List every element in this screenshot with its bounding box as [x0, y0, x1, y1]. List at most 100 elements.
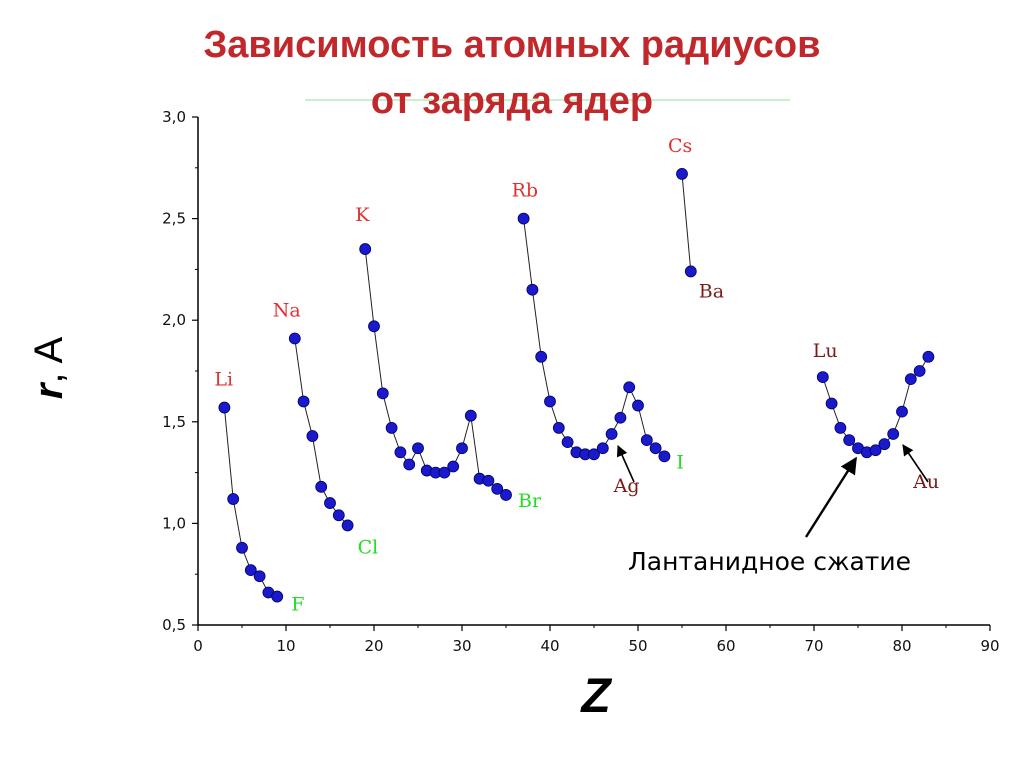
data-point [834, 421, 847, 434]
element-label-li: Li [214, 369, 233, 391]
data-point [676, 167, 688, 180]
x-tick-label: 40 [540, 637, 559, 655]
data-point [271, 590, 284, 603]
series-line [523, 218, 665, 457]
data-point [517, 212, 530, 225]
data-point [218, 401, 231, 414]
title-decoration-line [305, 99, 790, 101]
arrow-lanthanide [804, 456, 858, 538]
data-point [623, 381, 636, 394]
data-point [869, 444, 882, 457]
data-point [500, 489, 512, 501]
data-point [297, 395, 310, 408]
data-point [341, 519, 354, 532]
data-point [376, 387, 389, 400]
data-point [403, 458, 416, 471]
y-tick-label: 3,0 [162, 108, 186, 126]
data-point [588, 448, 600, 461]
data-point [464, 409, 477, 422]
y-tick-label: 2,5 [162, 210, 186, 228]
data-point [843, 434, 856, 446]
data-point [456, 442, 468, 455]
slide-title-line-2: от заряда ядер [370, 80, 654, 122]
x-tick-label: 90 [980, 637, 999, 655]
data-point [227, 493, 240, 505]
data-point [315, 480, 328, 493]
data-point [244, 564, 257, 577]
x-tick-label: 80 [892, 637, 911, 655]
element-labels: Li Na K Rb Cs F Cl Br I Ba Ag Lu Au [214, 135, 939, 616]
series-lines [223, 173, 929, 598]
data-point [825, 397, 838, 410]
element-label-k: K [355, 204, 370, 226]
data-point [922, 350, 935, 363]
data-point [306, 430, 319, 442]
data-point [544, 395, 556, 408]
data-point [561, 436, 574, 449]
data-point [359, 243, 372, 255]
y-axis-title-variable: r [27, 381, 71, 399]
y-axis-title: r, A [27, 337, 71, 400]
element-label-br: Br [518, 490, 542, 512]
data-point [913, 365, 926, 377]
axes: 0 10 20 30 40 50 60 70 80 90 0,5 1,0 1,5 2,0 2,5 3,0 Zr,… [27, 108, 1000, 723]
data-point [878, 438, 891, 451]
y-axis-title-unit: , A [27, 337, 71, 384]
x-tick-label: 0 [193, 637, 203, 655]
annotation: Лантанидное сжатие [616, 444, 929, 576]
data-point [482, 474, 495, 487]
element-label-au: Au [912, 471, 939, 493]
series-line [294, 338, 348, 526]
series-line [681, 173, 692, 272]
y-tick-label: 2,0 [162, 311, 186, 329]
y-tick-label: 1,0 [162, 514, 186, 532]
data-point [394, 446, 407, 459]
y-tick-label: 1,5 [162, 413, 186, 431]
data-point [368, 320, 380, 333]
data-point [816, 371, 829, 383]
data-points [218, 167, 935, 603]
x-axis-title: Z [579, 670, 612, 723]
arrow-ag [616, 444, 635, 483]
series-line [822, 356, 929, 453]
y-tick-label: 0,5 [162, 616, 186, 634]
data-point [491, 482, 504, 495]
data-point [632, 399, 644, 412]
element-label-f: F [291, 594, 304, 616]
x-tick-label: 20 [364, 637, 383, 655]
data-point [596, 442, 609, 455]
data-point [605, 428, 618, 440]
data-point [535, 350, 548, 363]
data-point [526, 283, 539, 296]
data-point [447, 460, 460, 473]
element-label-rb: Rb [512, 180, 538, 202]
data-point [385, 421, 398, 434]
data-point [640, 434, 653, 446]
data-point [684, 265, 697, 278]
data-point [614, 411, 627, 424]
data-point [896, 405, 908, 418]
element-label-ba: Ba [699, 280, 724, 302]
x-tick-label: 60 [716, 637, 735, 655]
element-label-i: I [676, 451, 684, 473]
data-point [288, 332, 301, 345]
data-point [649, 442, 662, 455]
data-point [552, 421, 565, 434]
arrow-au [902, 444, 929, 483]
element-label-lu: Lu [813, 340, 838, 362]
data-point [332, 509, 345, 522]
element-label-na: Na [273, 299, 301, 321]
slide-title-line-1: Зависимость атомных радиусов [203, 24, 821, 66]
data-point [324, 497, 336, 509]
annotation-lanthanide-contraction: Лантанидное сжатие [628, 547, 911, 576]
element-label-cs: Cs [668, 135, 692, 157]
x-tick-label: 10 [276, 637, 295, 655]
element-label-ag: Ag [613, 475, 640, 497]
data-point [253, 570, 266, 583]
x-tick-label: 30 [452, 637, 471, 655]
series-line [364, 249, 507, 496]
element-label-cl: Cl [358, 536, 379, 558]
data-point [658, 450, 671, 463]
x-tick-label: 50 [628, 637, 647, 655]
